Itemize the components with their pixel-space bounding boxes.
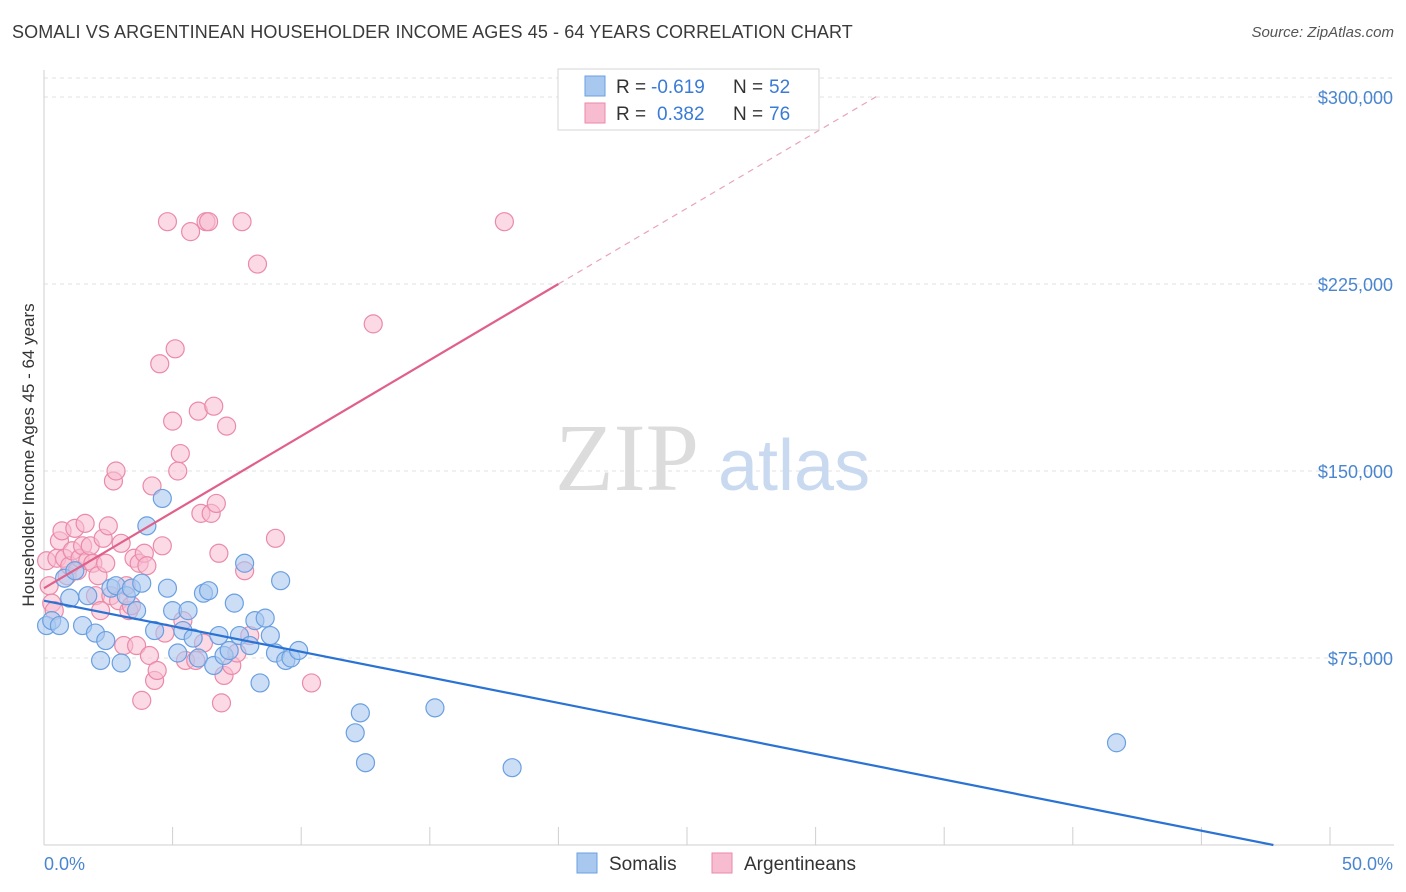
somalis-point-50 [425, 698, 445, 718]
somalis-point-9 [90, 650, 111, 671]
legend-n-label-2: N = [733, 104, 763, 125]
argentineans-point-40 [139, 645, 160, 666]
somalis-point-49 [355, 753, 376, 773]
axes [43, 70, 1394, 846]
watermark: ZIP atlas [555, 404, 870, 511]
argentineans-point-64 [209, 543, 229, 563]
somalis-point-52 [1106, 733, 1127, 753]
argentineans-point-51 [170, 443, 190, 464]
argentineans-point-44 [150, 354, 170, 374]
argentineans-point-27 [106, 461, 126, 481]
y-axis-label: Householder Income Ages 45 - 64 years [19, 303, 38, 606]
argentineans-point-49 [165, 339, 185, 359]
x-tick-label-1: 50.0% [1342, 854, 1393, 874]
x-tick-label-0: 0.0% [44, 854, 85, 874]
argentineans-point-39 [137, 556, 157, 576]
stats-legend: R = -0.619 N = 52 R = 0.382 N = 76 [557, 68, 820, 131]
legend-n-value-1: 52 [769, 77, 790, 98]
argentineans-point-50 [168, 461, 188, 481]
somalis-trend-line [43, 599, 1274, 847]
somalis-point-39 [250, 673, 270, 693]
argentineans-point-48 [163, 411, 183, 431]
argentineans-point-62 [204, 396, 224, 416]
y-tick-labels: $75,000 $150,000 $225,000 $300,000 [1318, 88, 1393, 669]
legend-n-label-1: N = [733, 77, 763, 98]
series-legend-swatch-somalis [576, 852, 598, 874]
series-legend-swatch-argentineans [711, 852, 733, 874]
somalis-point-51 [502, 758, 522, 778]
somalis-point-17 [132, 573, 152, 593]
argentineans-point-41 [142, 476, 162, 496]
somalis-point-33 [219, 640, 239, 661]
argentineans-trend-extension [558, 93, 881, 285]
argentineans-point-75 [301, 673, 322, 693]
argentineans-point-70 [232, 212, 252, 232]
somalis-point-43 [271, 571, 291, 591]
legend-r-value-2: 0.382 [657, 104, 705, 125]
chart-title: SOMALI VS ARGENTINEAN HOUSEHOLDER INCOME… [12, 22, 853, 42]
somalis-point-21 [157, 578, 178, 598]
argentineans-point-47 [157, 212, 178, 232]
somalis-point-7 [78, 586, 98, 606]
somalis-point-2 [49, 615, 70, 636]
somalis-points [36, 488, 1127, 778]
somalis-point-25 [178, 601, 198, 621]
argentineans-point-76 [363, 314, 383, 334]
argentineans-point-15 [75, 513, 95, 533]
argentineans-point-23 [96, 553, 116, 573]
legend-n-value-2: 76 [769, 104, 790, 125]
y-tick-label-0: $75,000 [1328, 649, 1393, 669]
argentineans-point-45 [152, 536, 172, 556]
y-tick-label-3: $300,000 [1318, 88, 1393, 108]
somalis-point-47 [345, 723, 365, 743]
trend-lines [43, 93, 1274, 847]
somalis-point-27 [188, 648, 208, 668]
argentineans-point-63 [206, 493, 226, 514]
argentineans-point-74 [265, 528, 286, 548]
legend-r-label-1: R = [616, 77, 646, 98]
argentineans-point-67 [217, 416, 237, 436]
legend-swatch-somalis [584, 75, 606, 97]
argentineans-point-65 [211, 693, 232, 713]
somalis-point-23 [168, 643, 188, 663]
somalis-point-34 [224, 593, 244, 613]
y-tick-label-2: $225,000 [1318, 275, 1393, 295]
somalis-point-48 [350, 703, 370, 723]
watermark-atlas: atlas [718, 426, 870, 506]
somalis-point-29 [199, 581, 219, 601]
x-tick-labels: 0.0% 50.0% [44, 854, 1393, 874]
argentineans-point-24 [98, 516, 118, 536]
somalis-point-40 [255, 608, 275, 628]
argentineans-point-60 [199, 212, 219, 232]
argentineans-point-43 [147, 660, 167, 681]
series-legend-argentineans: Argentineans [744, 854, 856, 875]
chart-source: Source: ZipAtlas.com [1251, 24, 1394, 41]
argentineans-point-73 [247, 254, 268, 274]
argentineans-point-77 [494, 212, 514, 232]
somalis-point-26 [183, 628, 203, 648]
somalis-point-13 [111, 653, 131, 673]
series-legend: Somalis Argentineans [576, 852, 856, 875]
legend-r-value-1: -0.619 [651, 77, 705, 98]
legend-swatch-argentineans [584, 102, 606, 124]
somalis-point-20 [152, 488, 172, 509]
argentineans-trend-line [43, 283, 559, 590]
y-tick-label-1: $150,000 [1318, 462, 1393, 482]
watermark-zip: ZIP [555, 404, 699, 511]
argentineans-point-54 [181, 222, 201, 242]
argentineans-point-37 [132, 690, 152, 710]
series-legend-somalis: Somalis [609, 854, 677, 875]
somalis-point-10 [96, 630, 116, 651]
somalis-point-41 [260, 625, 280, 646]
somalis-point-36 [235, 553, 255, 573]
argentineans-point-35 [126, 635, 147, 656]
legend-r-label-2: R = [616, 104, 646, 125]
